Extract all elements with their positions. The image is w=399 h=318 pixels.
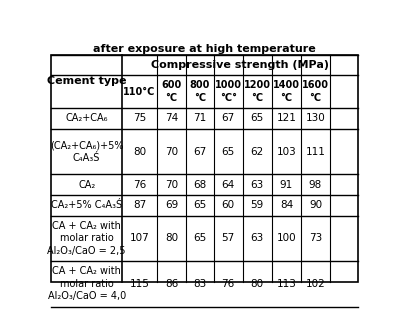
Text: 102: 102 [306,279,325,289]
Text: 100: 100 [277,233,296,243]
Text: 62: 62 [251,147,264,156]
Text: 107: 107 [130,233,149,243]
Text: 68: 68 [193,180,207,190]
Text: CA₂+5% C₄A₃Ś: CA₂+5% C₄A₃Ś [51,200,122,210]
Text: 59: 59 [251,200,264,210]
Text: 65: 65 [193,233,207,243]
Text: 600
°C: 600 °C [162,80,182,103]
Text: 115: 115 [130,279,149,289]
Text: 83: 83 [193,279,207,289]
Text: 121: 121 [277,114,296,123]
Text: 91: 91 [280,180,293,190]
Text: 73: 73 [309,233,322,243]
Text: 87: 87 [133,200,146,210]
Text: 65: 65 [193,200,207,210]
Text: 103: 103 [277,147,296,156]
Text: 800
°C: 800 °C [190,80,210,103]
Text: CA₂: CA₂ [78,180,95,190]
Text: 98: 98 [309,180,322,190]
Text: 67: 67 [193,147,207,156]
Text: 80: 80 [251,279,264,289]
Text: 70: 70 [165,180,178,190]
Text: 1600
°C: 1600 °C [302,80,329,103]
Text: 90: 90 [309,200,322,210]
Text: 65: 65 [251,114,264,123]
Text: 71: 71 [193,114,207,123]
Text: 76: 76 [133,180,146,190]
Text: CA + CA₂ with
molar ratio
Al₂O₃/CaO = 2,5: CA + CA₂ with molar ratio Al₂O₃/CaO = 2,… [47,221,126,256]
Text: 70: 70 [165,147,178,156]
Text: CA + CA₂ with
molar ratio
Al₂O₃/CaO = 4,0: CA + CA₂ with molar ratio Al₂O₃/CaO = 4,… [47,266,126,301]
Text: 1400
°C: 1400 °C [273,80,300,103]
Text: 1000
°C°: 1000 °C° [215,80,242,103]
Text: 80: 80 [165,233,178,243]
Text: 63: 63 [251,233,264,243]
Text: 110°C: 110°C [123,87,156,97]
Text: 65: 65 [221,147,235,156]
Text: Cement type: Cement type [47,77,126,86]
Text: 69: 69 [165,200,178,210]
Text: 84: 84 [280,200,293,210]
Text: (CA₂+CA₆)+5%
C₄A₃Ś: (CA₂+CA₆)+5% C₄A₃Ś [50,140,123,163]
Text: 1200
°C: 1200 °C [244,80,271,103]
Text: 75: 75 [133,114,146,123]
Text: 64: 64 [221,180,235,190]
Text: 57: 57 [221,233,235,243]
Text: 63: 63 [251,180,264,190]
Text: 111: 111 [306,147,326,156]
Text: 67: 67 [221,114,235,123]
Text: 76: 76 [221,279,235,289]
Text: 74: 74 [165,114,178,123]
Text: 113: 113 [277,279,296,289]
Text: after exposure at high temperature: after exposure at high temperature [93,44,316,53]
Text: 130: 130 [306,114,325,123]
Text: 86: 86 [165,279,178,289]
Text: CA₂+CA₆: CA₂+CA₆ [65,114,108,123]
Text: Compressive strength (MPa): Compressive strength (MPa) [151,60,329,70]
Text: 80: 80 [133,147,146,156]
Text: 60: 60 [222,200,235,210]
